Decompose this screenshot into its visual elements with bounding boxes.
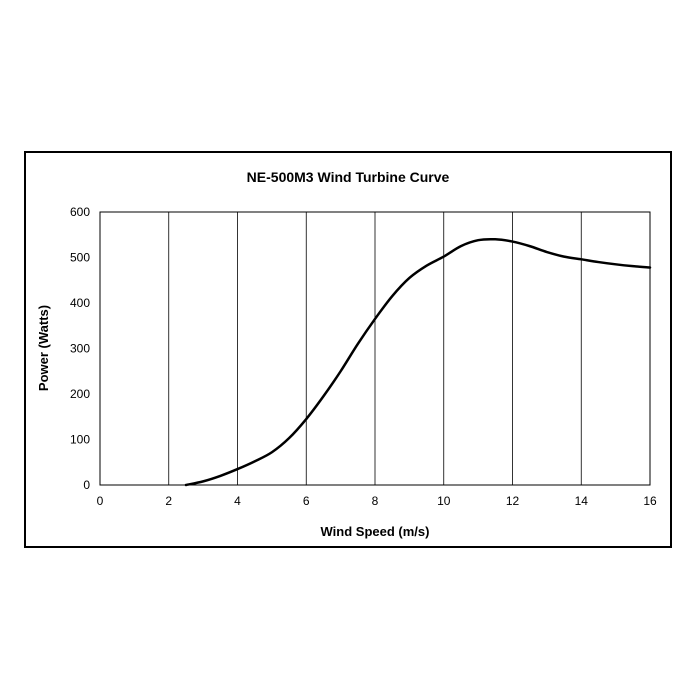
x-tick-label-6: 6 (303, 494, 310, 508)
x-tick-labels: 0 2 4 6 8 10 12 14 16 (97, 494, 657, 508)
x-tick-label-8: 8 (372, 494, 379, 508)
x-tick-label-12: 12 (506, 494, 520, 508)
y-tick-label-0: 0 (83, 478, 90, 492)
grid-layer (168, 212, 582, 485)
chart-frame: NE-500M3 Wind Turbine Curve 0 100 200 300 40… (24, 151, 672, 548)
chart-svg: NE-500M3 Wind Turbine Curve 010020030040… (36, 169, 657, 539)
power-curve-line (184, 237, 652, 487)
x-tick-label-16: 16 (643, 494, 657, 508)
y-tick-labels: 0 100 200 300 400 500 600 (70, 205, 90, 492)
plot-area (99, 211, 651, 486)
x-tick-label-4: 4 (234, 494, 241, 508)
y-tick-label-100: 100 (70, 433, 90, 447)
y-tick-label-400: 400 (70, 296, 90, 310)
y-tick-label-500: 500 (70, 251, 90, 265)
x-tick-label-14: 14 (575, 494, 589, 508)
y-tick-label-600: 600 (70, 205, 90, 219)
x-tick-label-10: 10 (437, 494, 451, 508)
y-axis-title: Power (Watts) (36, 305, 51, 391)
y-tick-label-200: 200 (70, 387, 90, 401)
x-tick-label-2: 2 (165, 494, 172, 508)
x-tick-label-0: 0 (97, 494, 104, 508)
chart-title: NE-500M3 Wind Turbine Curve (247, 169, 450, 185)
y-tick-label-300: 300 (70, 342, 90, 356)
x-axis-title: Wind Speed (m/s) (321, 524, 430, 539)
